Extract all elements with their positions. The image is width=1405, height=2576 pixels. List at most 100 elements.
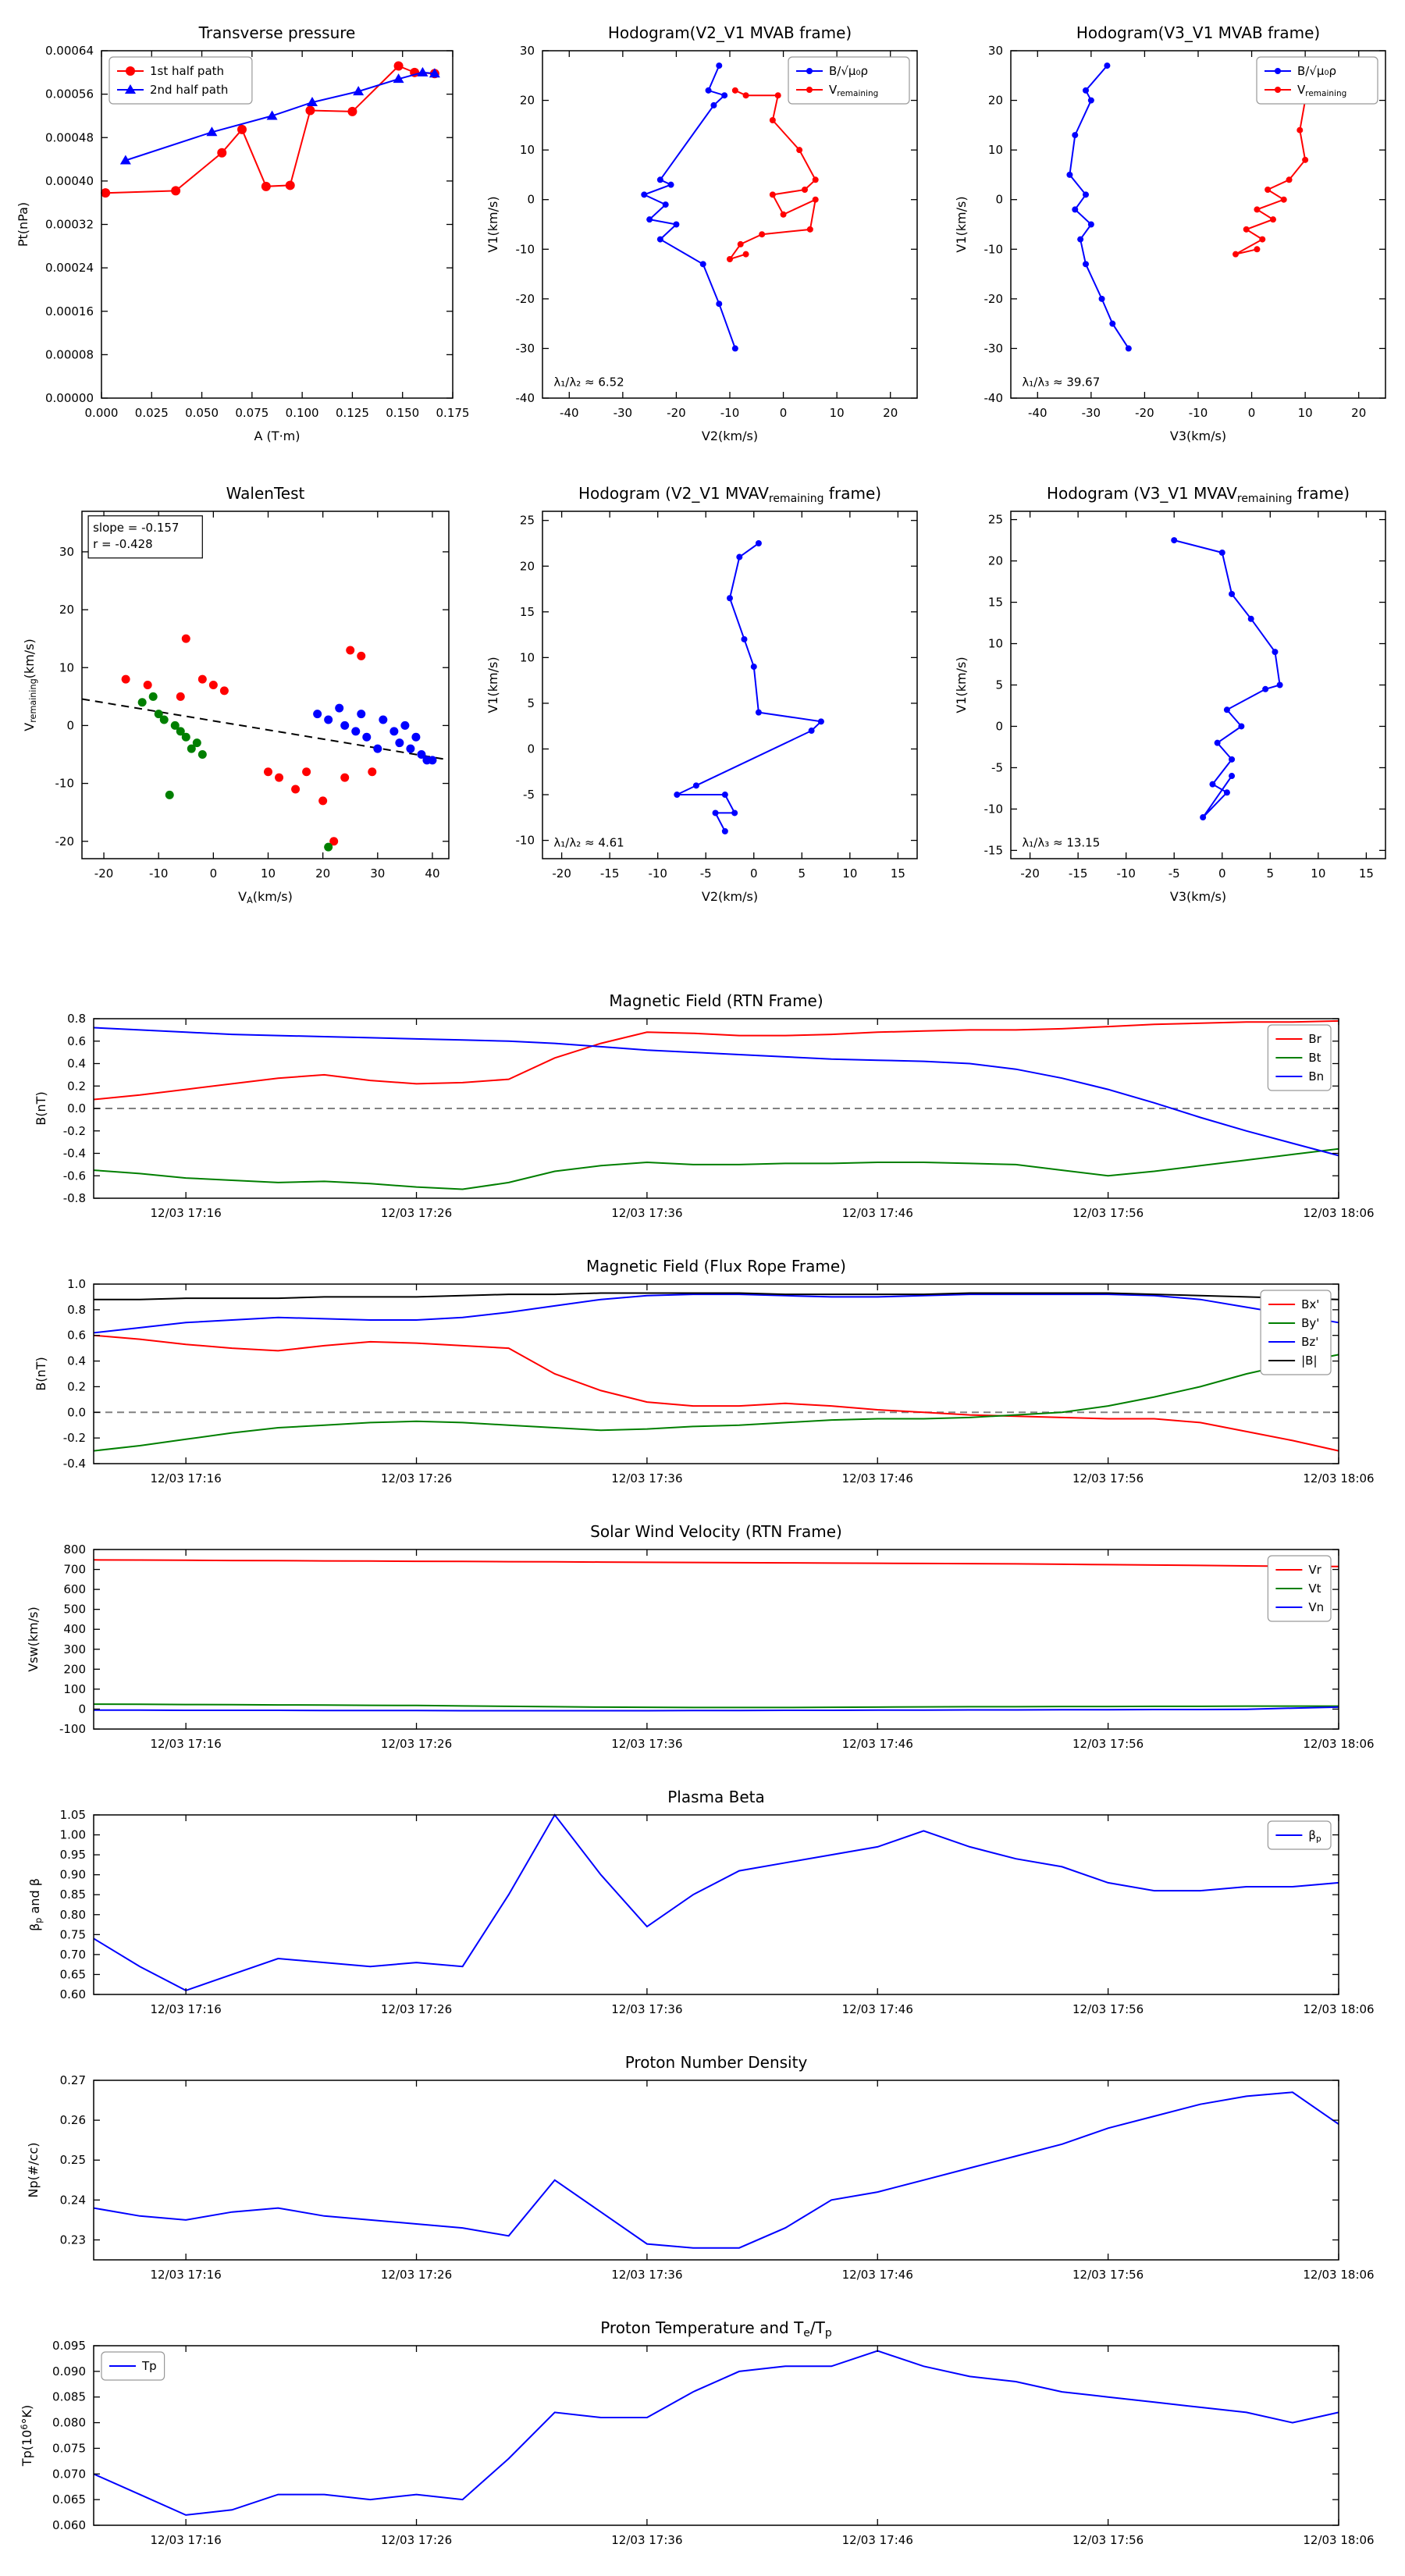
svg-text:0.4: 0.4 (67, 1354, 86, 1368)
svg-text:0.95: 0.95 (60, 1848, 86, 1862)
svg-text:0.075: 0.075 (52, 2441, 86, 2455)
svg-text:0.150: 0.150 (386, 406, 419, 420)
svg-text:0.00016: 0.00016 (45, 304, 94, 318)
svg-text:-40: -40 (984, 391, 1004, 405)
svg-text:12/03 17:26: 12/03 17:26 (381, 2002, 452, 2016)
svg-text:700: 700 (63, 1563, 86, 1577)
svg-text:12/03 17:16: 12/03 17:16 (151, 1471, 222, 1485)
svg-text:A (T·m): A (T·m) (254, 429, 301, 443)
svg-text:12/03 18:06: 12/03 18:06 (1303, 2002, 1374, 2016)
svg-text:100: 100 (63, 1682, 86, 1696)
svg-text:10: 10 (988, 143, 1003, 157)
svg-text:0: 0 (780, 406, 788, 420)
svg-text:|B|: |B| (1301, 1354, 1317, 1368)
svg-text:0.065: 0.065 (52, 2492, 86, 2507)
svg-text:0.050: 0.050 (185, 406, 219, 420)
svg-text:By': By' (1301, 1316, 1319, 1330)
svg-text:0.070: 0.070 (52, 2467, 86, 2481)
svg-text:-20: -20 (55, 834, 75, 849)
svg-text:0.00024: 0.00024 (45, 261, 94, 275)
svg-text:1.0: 1.0 (67, 1277, 86, 1291)
svg-text:200: 200 (63, 1662, 86, 1676)
svg-text:12/03 17:36: 12/03 17:36 (611, 2533, 682, 2547)
svg-text:10: 10 (830, 406, 845, 420)
svg-text:12/03 17:46: 12/03 17:46 (842, 1206, 913, 1220)
svg-text:Pt(nPa): Pt(nPa) (16, 202, 30, 247)
svg-text:10: 10 (520, 650, 535, 664)
svg-text:0.85: 0.85 (60, 1888, 86, 1902)
svg-text:20: 20 (520, 559, 535, 573)
svg-text:20: 20 (883, 406, 898, 420)
svg-text:Vsw(km/s): Vsw(km/s) (26, 1606, 41, 1671)
svg-text:0.24: 0.24 (60, 2193, 86, 2207)
svg-text:0: 0 (1248, 406, 1256, 420)
svg-text:-0.2: -0.2 (63, 1431, 86, 1445)
svg-text:0.085: 0.085 (52, 2390, 86, 2404)
svg-text:12/03 17:16: 12/03 17:16 (151, 2002, 222, 2016)
svg-text:800: 800 (63, 1542, 86, 1557)
svg-text:12/03 18:06: 12/03 18:06 (1303, 1737, 1374, 1751)
svg-text:-5: -5 (523, 788, 535, 802)
svg-text:Proton Temperature and Te/Tp: Proton Temperature and Te/Tp (600, 2318, 832, 2339)
svg-text:0.060: 0.060 (52, 2518, 86, 2532)
svg-text:12/03 17:56: 12/03 17:56 (1072, 2002, 1144, 2016)
svg-text:0: 0 (995, 193, 1003, 207)
svg-text:Vremaining(km/s): Vremaining(km/s) (22, 639, 38, 731)
svg-text:12/03 18:06: 12/03 18:06 (1303, 1471, 1374, 1485)
svg-text:0.00040: 0.00040 (45, 174, 94, 188)
svg-text:12/03 17:16: 12/03 17:16 (151, 2533, 222, 2547)
svg-text:-0.6: -0.6 (63, 1169, 86, 1183)
svg-text:-15: -15 (1069, 866, 1088, 881)
chart-solar-wind-velocity: 12/03 17:16 12/03 17:26 12/03 17:36 12/03 1… (0, 1514, 1405, 1772)
svg-text:12/03 17:36: 12/03 17:36 (611, 1737, 682, 1751)
svg-text:Tp: Tp (141, 2359, 157, 2373)
svg-text:0: 0 (527, 742, 535, 756)
svg-text:0.0: 0.0 (67, 1101, 86, 1115)
svg-text:12/03 17:16: 12/03 17:16 (151, 2268, 222, 2282)
svg-text:0.00056: 0.00056 (45, 87, 94, 101)
svg-text:5: 5 (995, 678, 1003, 692)
svg-text:-100: -100 (59, 1722, 86, 1736)
svg-text:Tp(106°K): Tp(106°K) (20, 2405, 34, 2467)
svg-text:-5: -5 (700, 866, 712, 881)
svg-text:12/03 17:56: 12/03 17:56 (1072, 2268, 1144, 2282)
svg-text:βp: βp (1308, 1828, 1321, 1844)
svg-text:0.075: 0.075 (235, 406, 269, 420)
svg-text:VA(km/s): VA(km/s) (238, 889, 293, 906)
svg-text:0: 0 (995, 719, 1003, 733)
svg-text:-10: -10 (984, 802, 1004, 816)
svg-text:-10: -10 (720, 406, 740, 420)
svg-text:400: 400 (63, 1622, 86, 1636)
svg-text:500: 500 (63, 1603, 86, 1617)
svg-text:15: 15 (1359, 866, 1374, 881)
svg-text:12/03 17:26: 12/03 17:26 (381, 2533, 452, 2547)
svg-text:-0.2: -0.2 (63, 1124, 86, 1138)
svg-text:-10: -10 (984, 242, 1004, 256)
svg-text:12/03 17:56: 12/03 17:56 (1072, 1737, 1144, 1751)
svg-text:12/03 17:26: 12/03 17:26 (381, 1206, 452, 1220)
chart-proton-number-density: 12/03 17:16 12/03 17:26 12/03 17:36 12/03 1… (0, 2045, 1405, 2303)
svg-text:Hodogram (V2_V1 MVAVremaining: Hodogram (V2_V1 MVAVremaining frame) (578, 484, 881, 505)
chart-hodogram-v3v1-mvab: -40 -30 -20 -10 0 10 20 -40 -30 -20 -10 0 10 20 30 Hodo… (937, 8, 1405, 461)
svg-text:Magnetic Field (Flux Rope Fram: Magnetic Field (Flux Rope Frame) (586, 1257, 846, 1276)
svg-text:0.175: 0.175 (436, 406, 468, 420)
svg-text:0.025: 0.025 (135, 406, 169, 420)
svg-text:0.080: 0.080 (52, 2416, 86, 2430)
svg-text:20: 20 (520, 94, 535, 108)
chart-hodogram-v2v1-mvab: -40 -30 -20 -10 0 10 20 -40 -30 -20 -10 0 10 20 30 Hodo… (468, 8, 937, 461)
svg-text:1.00: 1.00 (60, 1828, 86, 1842)
svg-text:V3(km/s): V3(km/s) (1170, 889, 1226, 904)
svg-text:V2(km/s): V2(km/s) (702, 889, 758, 904)
svg-text:-15: -15 (984, 843, 1004, 857)
svg-text:0.90: 0.90 (60, 1868, 86, 1882)
svg-text:-0.4: -0.4 (63, 1147, 86, 1161)
svg-text:0.27: 0.27 (60, 2073, 86, 2087)
svg-text:Magnetic Field (RTN Frame): Magnetic Field (RTN Frame) (609, 991, 823, 1010)
svg-text:0.100: 0.100 (286, 406, 319, 420)
svg-text:-20: -20 (667, 406, 686, 420)
svg-text:12/03 17:16: 12/03 17:16 (151, 1737, 222, 1751)
svg-text:λ₁/λ₃ ≈ 13.15: λ₁/λ₃ ≈ 13.15 (1022, 835, 1100, 849)
svg-text:-10: -10 (1116, 866, 1136, 881)
svg-text:12/03 17:56: 12/03 17:56 (1072, 1206, 1144, 1220)
svg-text:-5: -5 (1168, 866, 1180, 881)
